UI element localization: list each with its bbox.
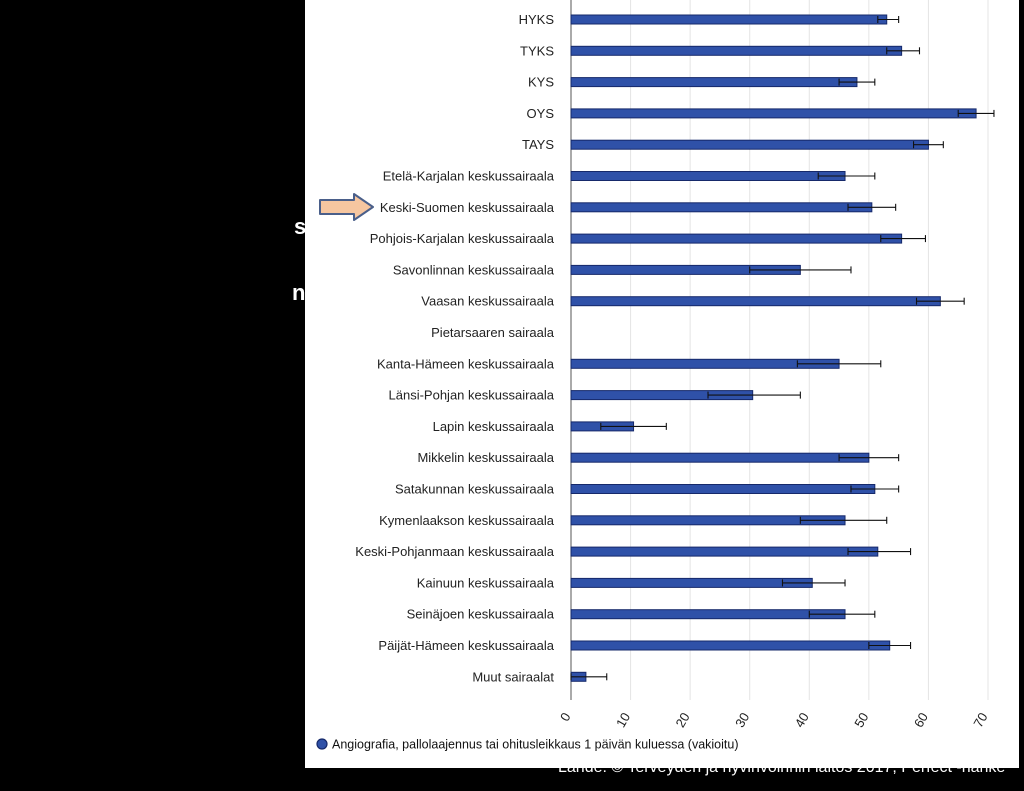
category-label: Vaasan keskussairaala (421, 294, 554, 309)
bar (570, 233, 903, 244)
category-label: Satakunnan keskussairaala (395, 482, 555, 497)
cut-off-slide-text-1: s (294, 214, 307, 239)
bar (570, 14, 888, 25)
bar-layer (570, 14, 995, 682)
x-tick-label: 0 (557, 710, 574, 724)
category-label: KYS (528, 75, 554, 90)
bar (570, 139, 929, 150)
x-tick-label: 50 (851, 710, 871, 730)
category-label: Päijät-Hämeen keskussairaala (378, 638, 554, 653)
category-label: Etelä-Karjalan keskussairaala (383, 169, 555, 184)
x-tick-label: 30 (732, 710, 752, 730)
category-label: Pohjois-Karjalan keskussairaala (370, 231, 555, 246)
category-label: Kanta-Hämeen keskussairaala (377, 356, 555, 371)
category-label: Kainuun keskussairaala (417, 575, 555, 590)
category-label: OYS (527, 106, 555, 121)
category-label: Keski-Pohjanmaan keskussairaala (355, 544, 554, 559)
category-label: Kymenlaakson keskussairaala (379, 513, 555, 528)
category-label: HYKS (519, 12, 555, 27)
category-label: Mikkelin keskussairaala (417, 450, 554, 465)
bar (570, 108, 977, 119)
legend: Angiografia, pallolaajennus tai ohitusle… (316, 738, 739, 752)
grid-layer (570, 0, 989, 700)
category-labels: HYKS TYKS KYS OYS TAYS Etelä-Karjalan keskuss… (355, 12, 554, 684)
cut-off-slide-text-2: n (292, 280, 306, 305)
category-label: TAYS (522, 137, 554, 152)
x-tick-label: 60 (911, 710, 931, 730)
bar (570, 452, 870, 463)
x-tick-label: 20 (673, 710, 693, 730)
bar (570, 484, 876, 494)
legend-marker (316, 738, 328, 750)
x-tick-label: 10 (613, 710, 633, 730)
bar (570, 45, 903, 56)
bar-chart: HYKS TYKS KYS OYS TAYS Etelä-Karjalan keskuss… (316, 0, 995, 752)
category-label: Savonlinnan keskussairaala (393, 262, 555, 277)
legend-label: Angiografia, pallolaajennus tai ohitusle… (332, 738, 739, 752)
x-axis-ticks: 0 10 20 30 40 50 60 70 (557, 710, 991, 730)
category-label: Lapin keskussairaala (433, 419, 555, 434)
bar (570, 609, 846, 620)
bar (570, 546, 879, 557)
category-label: Länsi-Pohjan keskussairaala (389, 388, 555, 403)
category-label: Pietarsaaren sairaala (431, 325, 555, 340)
bar (570, 640, 891, 651)
x-tick-label: 70 (970, 710, 990, 730)
bar (570, 202, 873, 213)
category-label: Seinäjoen keskussairaala (407, 607, 555, 622)
bar (570, 296, 941, 307)
chart-panel: HYKS TYKS KYS OYS TAYS Etelä-Karjalan keskuss… (305, 0, 1019, 768)
bar (570, 577, 813, 588)
source-note: Lähde: © Terveyden ja hyvinvoinnin laito… (558, 768, 1005, 777)
source-strip: Lähde: © Terveyden ja hyvinvoinnin laito… (305, 768, 1024, 791)
bar (570, 77, 858, 88)
bar (570, 171, 846, 181)
category-label: Keski-Suomen keskussairaala (380, 200, 555, 215)
category-label: TYKS (520, 43, 554, 58)
category-label: Muut sairaalat (472, 669, 554, 684)
x-tick-label: 40 (792, 710, 812, 730)
highlight-arrow-icon (319, 193, 374, 221)
